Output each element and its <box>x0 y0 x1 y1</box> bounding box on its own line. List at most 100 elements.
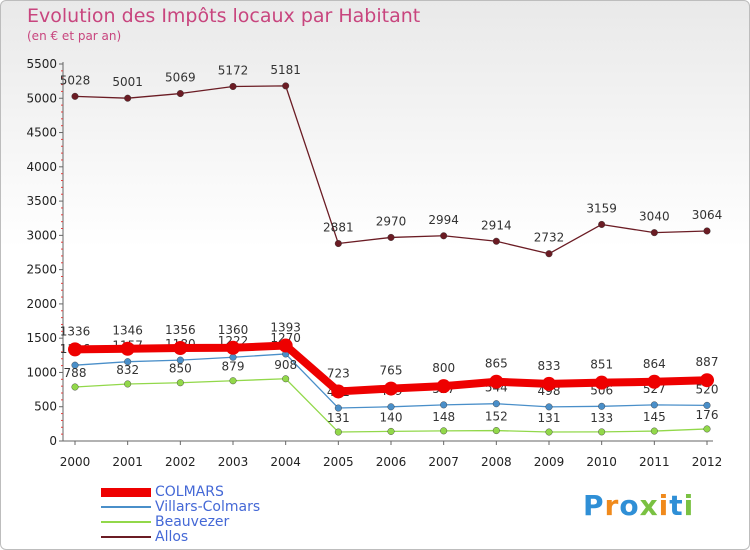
y-minor-tick <box>61 214 63 216</box>
data-point-colmars <box>173 341 188 356</box>
y-minor-tick <box>61 310 63 312</box>
data-point-colmars <box>489 374 504 389</box>
legend-swatch-allos <box>101 536 151 538</box>
data-point-colmars <box>436 379 451 394</box>
y-minor-tick <box>61 228 63 230</box>
data-label-beauvezer: 850 <box>169 362 192 376</box>
x-tick-label: 2000 <box>60 455 91 469</box>
data-label-beauvezer: 148 <box>432 410 455 424</box>
data-label-colmars: 833 <box>538 359 561 373</box>
y-minor-tick <box>61 296 63 298</box>
data-point-colmars <box>700 373 714 388</box>
y-minor-tick <box>61 145 63 147</box>
data-point-villars-colmars <box>440 401 448 409</box>
y-minor-tick <box>61 275 63 277</box>
data-point-villars-colmars <box>334 404 342 412</box>
data-point-allos <box>387 233 395 241</box>
y-minor-tick <box>61 399 63 401</box>
y-tick-label: 2500 <box>26 263 57 277</box>
y-minor-tick <box>61 289 63 291</box>
data-point-colmars <box>226 340 240 355</box>
data-point-allos <box>229 82 237 90</box>
data-point-villars-colmars <box>650 401 658 409</box>
chart-title: Evolution des Impôts locaux par Habitant <box>27 5 421 27</box>
data-label-allos: 5069 <box>165 71 196 85</box>
data-point-villars-colmars <box>387 403 395 411</box>
data-label-allos: 2881 <box>323 221 354 235</box>
data-point-villars-colmars <box>492 400 500 408</box>
y-minor-tick <box>61 241 63 243</box>
y-tick-label: 4500 <box>26 126 57 140</box>
data-point-beauvezer <box>124 380 132 388</box>
data-point-colmars <box>68 342 82 357</box>
y-tick-label: 1000 <box>26 365 57 379</box>
x-tick-label: 2002 <box>165 455 196 469</box>
data-label-villars-colmars: 506 <box>590 383 613 397</box>
legend-label-beauvezer: Beauvezer <box>155 514 230 530</box>
y-minor-tick <box>61 392 63 394</box>
x-tick-label: 2004 <box>270 455 301 469</box>
data-point-allos <box>282 82 290 90</box>
data-label-beauvezer: 152 <box>485 410 508 424</box>
data-label-beauvezer: 145 <box>643 410 666 424</box>
data-point-villars-colmars <box>71 361 79 369</box>
y-minor-tick <box>61 433 63 435</box>
logo-letter: i <box>683 489 695 522</box>
y-minor-tick <box>61 330 63 332</box>
legend-item-allos: Allos <box>101 530 260 545</box>
data-label-colmars: 800 <box>432 361 455 375</box>
x-tick-label: 2010 <box>586 455 617 469</box>
data-label-villars-colmars: 1270 <box>270 331 301 345</box>
legend-label-colmars: COLMARS <box>155 484 224 500</box>
legend-item-beauvezer: Beauvezer <box>101 515 260 530</box>
data-point-villars-colmars <box>124 358 132 366</box>
data-point-colmars <box>647 374 662 389</box>
data-label-allos: 3159 <box>586 201 617 215</box>
y-tick-label: 5000 <box>26 91 57 105</box>
data-point-beauvezer <box>440 427 448 435</box>
y-minor-tick <box>61 378 63 380</box>
data-point-beauvezer <box>229 377 237 385</box>
y-minor-tick <box>61 193 63 195</box>
y-minor-tick <box>61 351 63 353</box>
data-point-villars-colmars <box>703 401 711 409</box>
data-point-beauvezer <box>545 428 553 436</box>
data-label-allos: 3064 <box>692 208 723 222</box>
data-label-colmars: 1346 <box>112 324 143 338</box>
data-point-allos <box>545 250 553 258</box>
data-point-allos <box>650 229 658 237</box>
chart-subtitle: (en € et par an) <box>27 29 122 43</box>
data-point-colmars <box>542 376 556 391</box>
x-tick-label: 2009 <box>534 455 565 469</box>
legend-swatch-villars-colmars <box>101 506 151 508</box>
x-tick-label: 2008 <box>481 455 512 469</box>
y-minor-tick <box>61 317 63 319</box>
y-minor-tick <box>61 413 63 415</box>
y-minor-tick <box>61 104 63 106</box>
data-label-beauvezer: 133 <box>590 411 613 425</box>
logo-letter: i <box>658 489 670 522</box>
proxiti-logo: Proxiti <box>583 489 694 522</box>
y-minor-tick <box>61 262 63 264</box>
data-label-beauvezer: 131 <box>538 411 561 425</box>
data-point-colmars <box>331 384 346 399</box>
logo-letter: t <box>669 489 684 522</box>
data-point-beauvezer <box>282 375 290 383</box>
data-point-allos <box>124 94 132 102</box>
y-tick-label: 500 <box>34 400 57 414</box>
y-tick-label: 5500 <box>26 57 57 71</box>
data-label-beauvezer: 140 <box>380 410 403 424</box>
data-label-beauvezer: 131 <box>327 411 350 425</box>
legend-swatch-beauvezer <box>101 521 151 523</box>
data-label-colmars: 865 <box>485 357 508 371</box>
data-point-allos <box>440 232 448 240</box>
logo-letter: o <box>619 489 640 522</box>
data-point-beauvezer <box>703 425 711 433</box>
data-point-beauvezer <box>492 427 500 435</box>
y-minor-tick <box>61 84 63 86</box>
legend-swatch-colmars <box>101 487 151 497</box>
x-tick-label: 2001 <box>112 455 143 469</box>
data-label-beauvezer: 788 <box>64 366 87 380</box>
